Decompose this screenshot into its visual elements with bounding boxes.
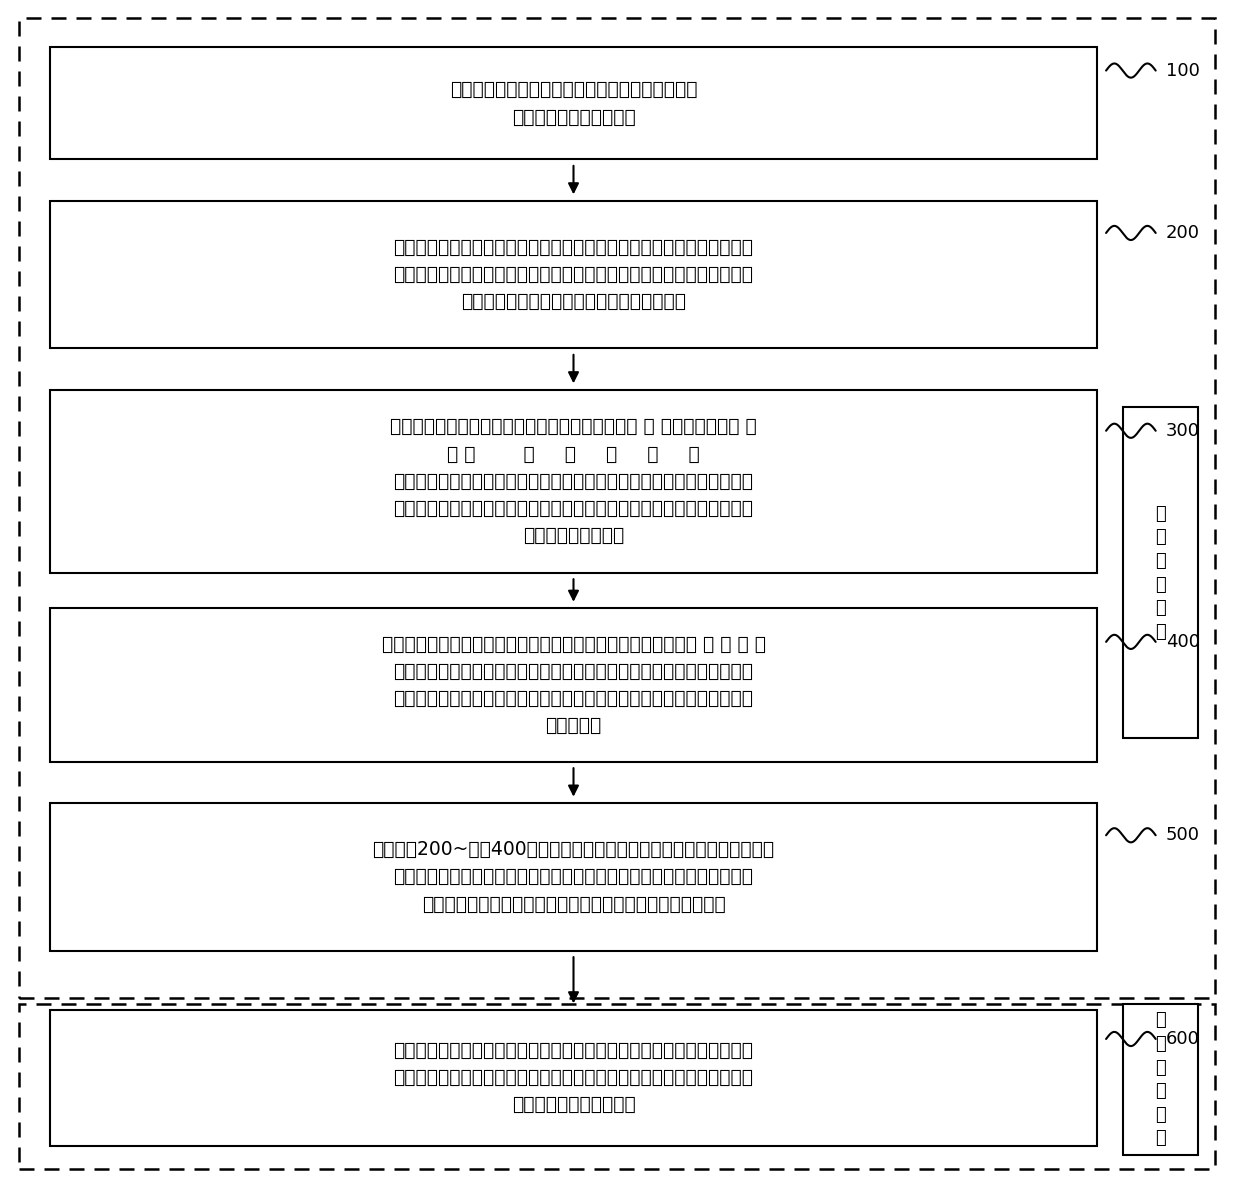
Text: 离
线
分
析
阶
段: 离 线 分 析 阶 段 [1156,504,1166,641]
Text: 重复记录多组信息采集与处理单元采集的在没有外界压力条件下的力触觉
传感器阵列在不同温度下的压力输出值，根据压力输出值分析不同温度下
力触觉传感器阵列的零位漂移以: 重复记录多组信息采集与处理单元采集的在没有外界压力条件下的力触觉 传感器阵列在不… [393,237,754,312]
Bar [50,201,1097,348]
Text: 400: 400 [1166,633,1199,651]
Bar [19,1004,1215,1169]
Text: 200: 200 [1166,224,1199,242]
Text: 以相同的时间间隔按照一定规律变化逐渐减少对智能皮肤施加均 匀 分 布 的
负荷，并同步记录各个时刻内力触觉传感器阵列及温度传感器阵列输出的
信息，分析不同温度条: 以相同的时间间隔按照一定规律变化逐渐减少对智能皮肤施加均 匀 分 布 的 负荷，… [382,634,765,736]
Text: 在线标校阶段，正常使用时，信息采集与处理单元根据分析结果，实时根
据采集到的温度信息对力触觉信息进行标校，提高力触觉传感器阵列对环
境力触觉信息的敏感能力: 在线标校阶段，正常使用时，信息采集与处理单元根据分析结果，实时根 据采集到的温度… [393,1040,754,1115]
Bar [50,390,1097,573]
Bar [1123,1004,1198,1155]
Text: 在
线
标
校
阶
段: 在 线 标 校 阶 段 [1156,1011,1166,1148]
Bar [50,47,1097,159]
Bar [50,1010,1097,1146]
Text: 首先将含有力触觉传感器阵列及温度传感器阵列的
智能皮肤置于真空环境中: 首先将含有力触觉传感器阵列及温度传感器阵列的 智能皮肤置于真空环境中 [450,80,697,126]
Text: 600: 600 [1166,1030,1199,1048]
Text: 重复步骤200~步骤400执行加载和卸载过程多次，记录不同时刻内力触觉
传感器阵列及温度传感器的阵列信息，分析力触觉传感器输出压力与实际
压力之间的关系，并将分: 重复步骤200~步骤400执行加载和卸载过程多次，记录不同时刻内力触觉 传感器阵… [372,840,775,914]
Bar [50,803,1097,951]
Bar [50,608,1097,762]
Text: 在不同的温度内，以相同的时间间隔，对智能皮肤 施 加按照一定规律 增
加 、        分     布     均     匀     的
负荷，并同步记录: 在不同的温度内，以相同的时间间隔，对智能皮肤 施 加按照一定规律 增 加 、 分… [391,417,756,546]
Bar [1123,407,1198,738]
Text: 100: 100 [1166,61,1199,79]
Text: 500: 500 [1166,827,1199,844]
Bar [19,18,1215,998]
Text: 300: 300 [1166,422,1199,439]
